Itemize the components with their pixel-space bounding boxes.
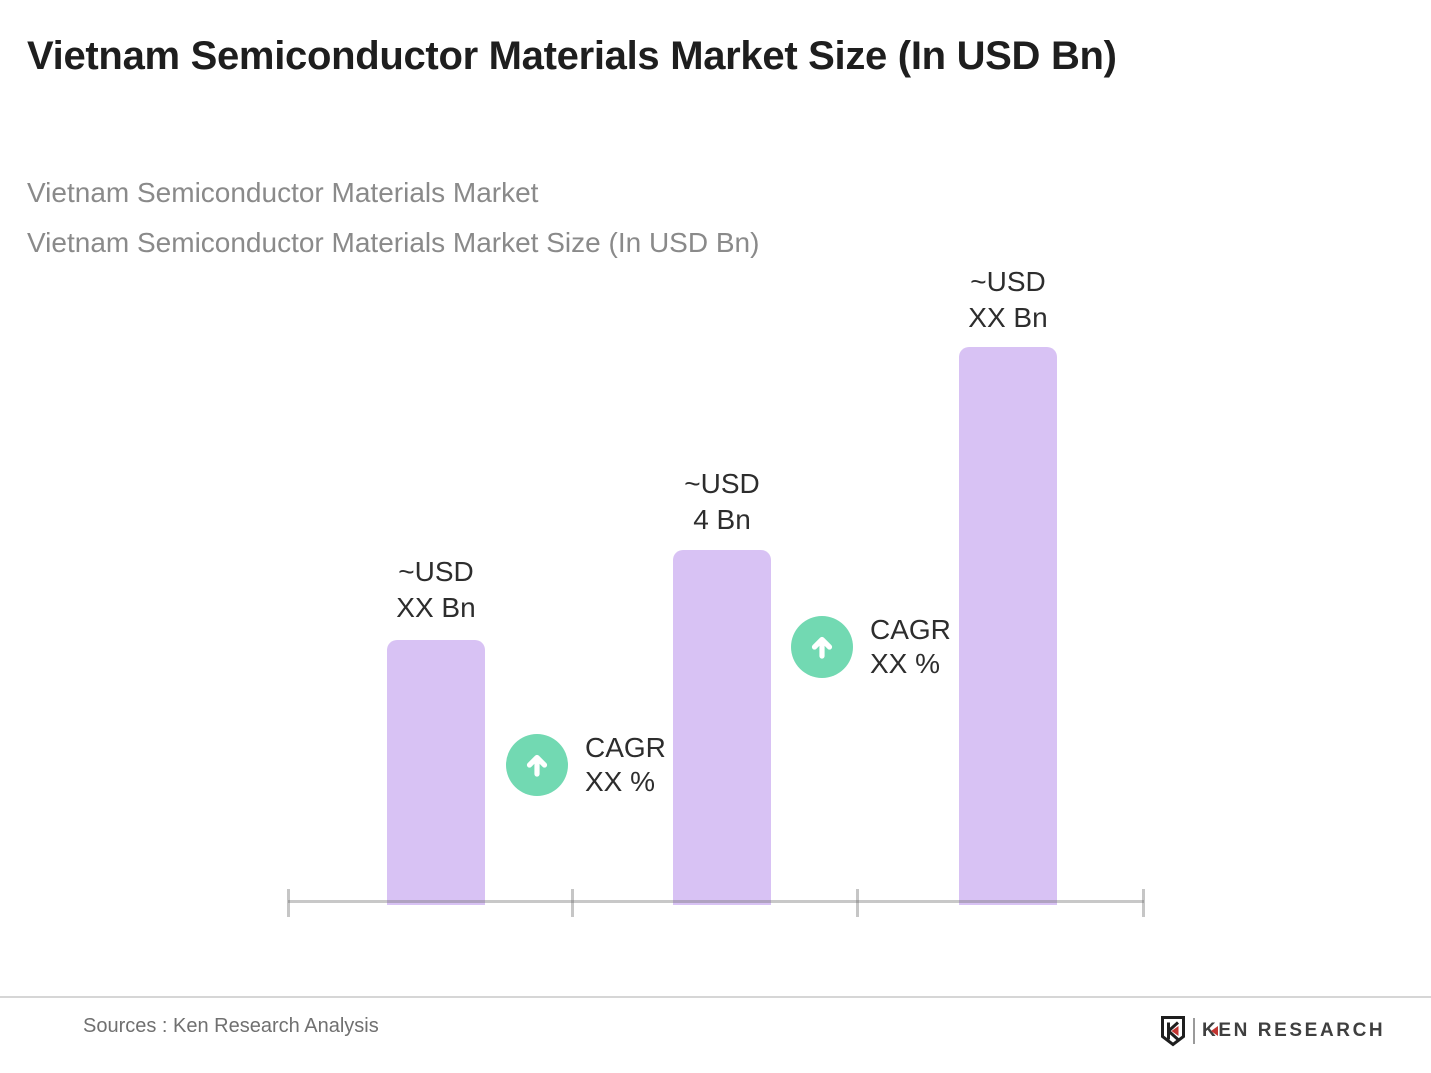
up-arrow-icon <box>791 616 853 678</box>
cagr-title: CAGR <box>870 614 951 645</box>
source-note: Sources : Ken Research Analysis <box>83 1015 379 1037</box>
bar-period-3 <box>959 347 1057 905</box>
bar-value-line-2: 4 Bn <box>693 504 751 535</box>
up-arrow-icon <box>506 734 568 796</box>
logo-red-triangle-icon <box>1211 1025 1219 1036</box>
cagr-value: XX % <box>585 766 656 797</box>
chart-subtitle: Vietnam Semiconductor Materials Market V… <box>27 168 759 268</box>
x-axis-tick <box>571 889 574 917</box>
bar-period-1 <box>387 640 485 905</box>
logo-letter-k: K <box>1202 1020 1219 1041</box>
logo-text-rest: EN RESEARCH <box>1218 1020 1386 1041</box>
bar-value-line-2: XX Bn <box>396 592 476 623</box>
x-axis-tick <box>1142 889 1145 917</box>
bar-value-line-2: XX Bn <box>968 302 1048 333</box>
cagr-title: CAGR <box>585 732 666 763</box>
bar-value-line-1: ~USD <box>398 556 474 587</box>
chart-subtitle-line-2: Vietnam Semiconductor Materials Market S… <box>27 227 760 258</box>
page-title: Vietnam Semiconductor Materials Market S… <box>27 34 1117 78</box>
cagr-annotation-2: CAGR XX % <box>791 613 951 681</box>
logo-text: K EN RESEARCH <box>1202 1020 1385 1042</box>
x-axis-tick <box>287 889 290 917</box>
x-axis-tick <box>856 889 859 917</box>
footer-divider <box>0 996 1431 998</box>
x-axis <box>288 900 1144 903</box>
logo-shield-icon <box>1161 1016 1185 1047</box>
bar-value-line-1: ~USD <box>684 468 760 499</box>
ken-research-logo: K EN RESEARCH <box>1160 1012 1385 1050</box>
cagr-label: CAGR XX % <box>585 731 666 799</box>
cagr-label: CAGR XX % <box>870 613 951 681</box>
bar-value-label: ~USD XX Bn <box>898 264 1118 336</box>
bar-period-2 <box>673 550 771 905</box>
cagr-annotation-1: CAGR XX % <box>506 731 666 799</box>
cagr-value: XX % <box>870 648 941 679</box>
chart-subtitle-line-1: Vietnam Semiconductor Materials Market <box>27 177 539 208</box>
bar-value-label: ~USD 4 Bn <box>612 466 832 538</box>
bar-value-label: ~USD XX Bn <box>326 554 546 626</box>
bar-value-line-1: ~USD <box>970 266 1046 297</box>
logo-divider <box>1193 1018 1195 1044</box>
